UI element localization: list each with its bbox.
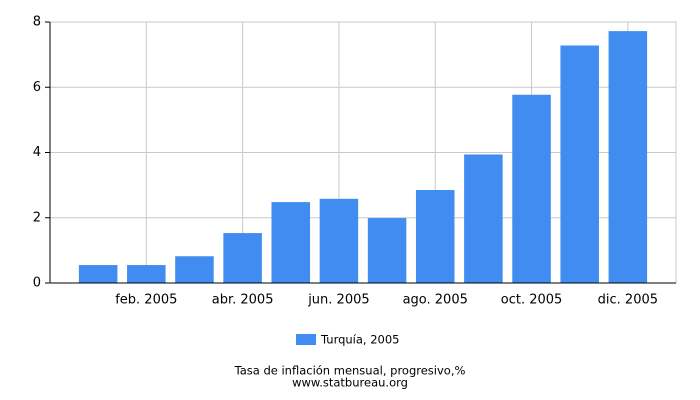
y-tick-label: 8 xyxy=(33,15,41,30)
y-tick-label: 0 xyxy=(33,276,41,291)
x-tick-label: ago. 2005 xyxy=(403,293,468,308)
y-tick-label: 2 xyxy=(33,210,41,225)
bar xyxy=(608,31,648,284)
bar xyxy=(464,154,503,283)
bar xyxy=(175,256,214,283)
x-tick-label: dic. 2005 xyxy=(598,293,658,308)
bar xyxy=(223,233,262,283)
bar xyxy=(560,45,599,283)
bar xyxy=(367,218,407,283)
bar xyxy=(415,190,455,283)
source: www.statbureau.org xyxy=(292,376,408,390)
x-tick-label: abr. 2005 xyxy=(212,293,274,308)
x-tick-label: oct. 2005 xyxy=(501,293,563,308)
legend-swatch xyxy=(296,334,316,345)
bar xyxy=(271,202,311,283)
legend-label: Turquía, 2005 xyxy=(320,333,400,347)
x-tick-label: feb. 2005 xyxy=(115,293,177,308)
y-tick-label: 6 xyxy=(33,80,41,95)
bar xyxy=(127,265,166,283)
bar xyxy=(319,198,359,283)
bar xyxy=(512,94,551,283)
y-tick-label: 4 xyxy=(33,145,41,160)
bar xyxy=(78,265,118,283)
caption: Tasa de inflación mensual, progresivo,% xyxy=(234,364,466,378)
x-tick-label: jun. 2005 xyxy=(307,293,369,308)
